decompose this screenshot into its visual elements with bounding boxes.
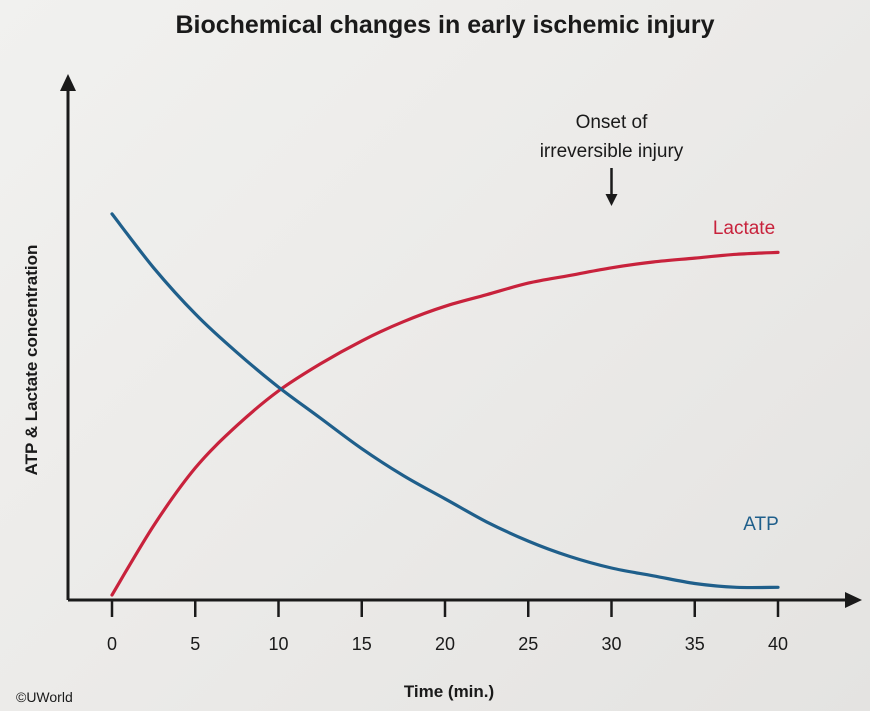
series-line-atp [110, 212, 780, 590]
x-tick-label: 30 [601, 634, 621, 654]
x-ticks: 0 5 10 15 20 25 30 35 40 [107, 600, 788, 654]
axes [60, 74, 862, 608]
x-tick-label: 10 [268, 634, 288, 654]
x-tick-label: 40 [768, 634, 788, 654]
x-axis-arrowhead [845, 592, 862, 608]
y-axis-arrowhead [60, 74, 76, 91]
series-line-lactate [110, 250, 780, 597]
annotation-line-1: Onset of [576, 112, 649, 133]
copyright-text: ©UWorld [16, 689, 73, 705]
annotation-line-2: irreversible injury [540, 141, 684, 162]
chart-title: Biochemical changes in early ischemic in… [175, 11, 714, 39]
series-label-lactate: Lactate [713, 218, 775, 239]
x-tick-label: 0 [107, 634, 117, 654]
annotation-arrow-head [605, 194, 618, 206]
series-lines: Lactate ATP [110, 212, 780, 597]
x-tick-label: 25 [518, 634, 538, 654]
x-axis-label: Time (min.) [404, 682, 494, 701]
x-tick-label: 35 [685, 634, 705, 654]
x-tick-label: 20 [435, 634, 455, 654]
y-axis-label: ATP & Lactate concentration [22, 245, 41, 476]
x-tick-label: 5 [190, 634, 200, 654]
series-label-atp: ATP [743, 514, 779, 535]
annotation-irreversible-injury: Onset of irreversible injury [540, 112, 684, 206]
x-tick-label: 15 [352, 634, 372, 654]
